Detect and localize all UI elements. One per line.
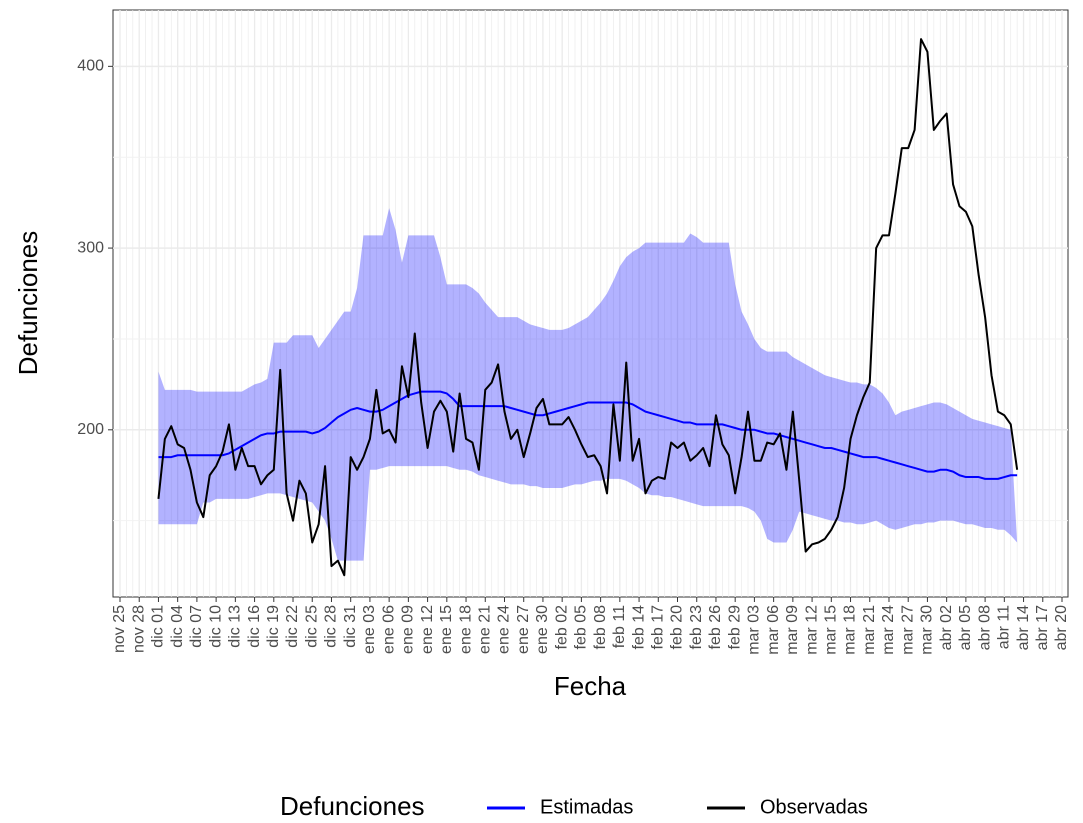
x-tick-label: ene 30 (534, 605, 551, 654)
x-tick-label: dic 25 (303, 605, 320, 648)
legend-label: Observadas (760, 796, 868, 818)
x-tick-label: feb 14 (630, 605, 647, 650)
x-tick-label: feb 26 (707, 605, 724, 650)
x-tick-label: mar 24 (880, 605, 897, 655)
x-tick-label: mar 09 (784, 605, 801, 655)
x-tick-label: abr 05 (957, 605, 974, 650)
x-tick-label: mar 30 (919, 605, 936, 655)
legend-title: Defunciones (280, 791, 425, 821)
x-tick-label: abr 20 (1053, 605, 1070, 650)
x-tick-label: dic 04 (169, 605, 186, 648)
x-tick-label: feb 11 (611, 605, 628, 648)
line (157, 38, 1019, 577)
x-tick-label: dic 16 (246, 605, 263, 648)
x-axis-title: Fecha (554, 671, 627, 701)
x-tick-label: ene 09 (400, 605, 417, 654)
x-tick-label: mar 21 (861, 605, 878, 655)
x-tick-label: nov 25 (111, 605, 128, 653)
x-tick-label: ene 24 (496, 605, 513, 654)
x-tick-label: dic 19 (265, 605, 282, 648)
x-tick-label: ene 15 (438, 605, 455, 654)
x-tick-label: ene 06 (380, 605, 397, 654)
x-tick-label: dic 01 (150, 605, 167, 648)
x-tick-label: dic 10 (207, 605, 224, 648)
x-tick-label: mar 12 (803, 605, 820, 655)
x-tick-label: abr 08 (976, 605, 993, 650)
y-tick-label: 300 (77, 239, 104, 256)
x-tick-label: feb 23 (688, 605, 705, 650)
x-tick-label: mar 27 (899, 605, 916, 655)
legend-label: Estimadas (540, 796, 633, 818)
x-tick-label: feb 08 (592, 605, 609, 650)
x-tick-label: abr 17 (1034, 605, 1051, 650)
x-tick-label: ene 27 (515, 605, 532, 654)
x-tick-label: mar 03 (746, 605, 763, 655)
confidence-band (158, 208, 1018, 561)
line (158, 390, 1018, 480)
x-tick-label: dic 13 (227, 605, 244, 648)
x-tick-label: nov 28 (130, 605, 147, 653)
x-tick-label: feb 05 (573, 605, 590, 650)
y-axis-title: Defunciones (13, 231, 43, 376)
x-tick-label: dic 28 (323, 605, 340, 648)
x-tick-label: abr 02 (938, 605, 955, 650)
x-tick-label: dic 07 (188, 605, 205, 648)
x-tick-label: feb 20 (669, 605, 686, 650)
x-tick-label: mar 15 (823, 605, 840, 655)
x-tick-label: mar 18 (842, 605, 859, 655)
x-tick-label: dic 22 (284, 605, 301, 648)
y-tick-label: 400 (77, 58, 104, 75)
y-tick-label: 200 (77, 421, 104, 438)
x-tick-label: mar 06 (765, 605, 782, 655)
x-tick-label: dic 31 (342, 605, 359, 648)
x-tick-label: feb 17 (650, 605, 667, 650)
x-tick-label: abr 11 (996, 605, 1013, 649)
x-tick-label: ene 12 (419, 605, 436, 654)
x-tick-label: feb 02 (553, 605, 570, 650)
x-tick-label: feb 29 (726, 605, 743, 650)
x-tick-label: ene 21 (476, 605, 493, 654)
x-tick-label: ene 03 (361, 605, 378, 654)
x-tick-label: ene 18 (457, 605, 474, 654)
x-tick-label: abr 14 (1015, 605, 1032, 650)
